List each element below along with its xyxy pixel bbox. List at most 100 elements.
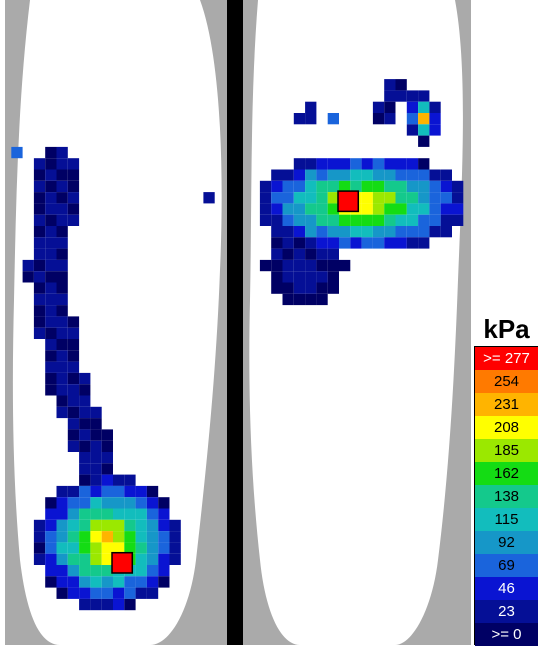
pressure-cell bbox=[67, 542, 80, 554]
pressure-cell bbox=[45, 180, 57, 193]
pressure-cell bbox=[90, 463, 102, 475]
pressure-cell bbox=[135, 497, 147, 509]
pressure-cell bbox=[22, 271, 34, 283]
pressure-cell bbox=[452, 214, 464, 226]
pressure-cell bbox=[282, 226, 294, 238]
pressure-cell bbox=[293, 226, 306, 238]
pressure-cell bbox=[418, 135, 430, 147]
pressure-cell bbox=[90, 587, 102, 599]
pressure-cell bbox=[124, 587, 136, 599]
pressure-cell bbox=[67, 180, 80, 193]
pressure-cell bbox=[67, 576, 80, 588]
pressure-cell bbox=[384, 192, 396, 204]
pressure-cell bbox=[406, 192, 419, 204]
pressure-cell bbox=[79, 531, 91, 543]
pressure-legend: >= 277 254 231 208 185 162 138 115 92 69 46 23 >= 0 bbox=[474, 346, 538, 646]
pressure-cell bbox=[90, 519, 102, 532]
pressure-cell bbox=[406, 124, 419, 136]
pressure-cell bbox=[56, 553, 68, 565]
pressure-cell bbox=[384, 214, 396, 226]
pressure-cell bbox=[56, 305, 68, 317]
pressure-cell bbox=[305, 214, 317, 226]
pressure-cell bbox=[259, 259, 272, 272]
pressure-cell bbox=[90, 406, 102, 419]
pressure-cell bbox=[56, 226, 68, 238]
pressure-cell bbox=[293, 214, 306, 226]
pressure-cell bbox=[67, 587, 80, 599]
pressure-cell bbox=[316, 169, 328, 181]
pressure-cell bbox=[56, 542, 68, 554]
pressure-cell bbox=[395, 169, 407, 181]
pressure-cell bbox=[11, 146, 23, 159]
pressure-cell bbox=[90, 531, 102, 543]
pressure-cell bbox=[440, 214, 452, 226]
pressure-cell bbox=[305, 158, 317, 170]
pressure-cell bbox=[113, 474, 125, 486]
pressure-cell bbox=[79, 474, 91, 486]
pressure-cell bbox=[282, 271, 294, 283]
pressure-cell bbox=[339, 214, 351, 226]
pressure-cell bbox=[316, 214, 328, 226]
pressure-cell bbox=[45, 169, 57, 181]
pressure-cell bbox=[101, 474, 113, 486]
pressure-cell bbox=[45, 350, 57, 362]
pressure-cell bbox=[418, 158, 430, 170]
pressure-cell bbox=[158, 576, 170, 588]
pressure-cell bbox=[259, 180, 272, 193]
pressure-cell bbox=[56, 406, 68, 419]
pressure-cell bbox=[158, 565, 170, 577]
pressure-cell bbox=[316, 226, 328, 238]
pressure-cell bbox=[56, 384, 68, 396]
pressure-cell bbox=[45, 293, 57, 306]
pressure-cell bbox=[372, 158, 385, 170]
pressure-cell bbox=[90, 452, 102, 464]
pressure-cell bbox=[372, 192, 385, 204]
pressure-cell bbox=[452, 203, 464, 215]
pressure-cell bbox=[67, 531, 80, 543]
pressure-cell bbox=[293, 203, 306, 215]
pressure-cell bbox=[90, 429, 102, 441]
pressure-cell bbox=[429, 101, 441, 113]
pressure-cell bbox=[56, 146, 68, 159]
pressure-cell bbox=[56, 372, 68, 385]
legend-bin: 115 bbox=[475, 508, 538, 531]
center-divider bbox=[227, 0, 243, 645]
pressure-cell bbox=[45, 372, 57, 385]
pressure-cell bbox=[395, 158, 407, 170]
pressure-cell bbox=[45, 553, 57, 565]
pressure-cell bbox=[282, 259, 294, 272]
pressure-cell bbox=[79, 508, 91, 520]
pressure-cell bbox=[56, 180, 68, 193]
pressure-cell bbox=[316, 237, 328, 249]
pressure-cell bbox=[316, 282, 328, 294]
pressure-cell bbox=[384, 101, 396, 113]
pressure-cell bbox=[305, 192, 317, 204]
pressure-cell bbox=[124, 474, 136, 486]
pressure-cell bbox=[33, 282, 46, 294]
pressure-cell bbox=[79, 440, 91, 452]
pressure-cell bbox=[135, 565, 147, 577]
pressure-cell bbox=[271, 203, 283, 215]
pressure-cell bbox=[79, 576, 91, 588]
pressure-cell bbox=[56, 203, 68, 215]
pressure-cell bbox=[203, 192, 215, 204]
pressure-cell bbox=[135, 576, 147, 588]
pressure-cell bbox=[124, 519, 136, 532]
pressure-cell bbox=[259, 203, 272, 215]
pressure-cell bbox=[384, 79, 396, 91]
pressure-cell bbox=[56, 361, 68, 373]
pressure-cell bbox=[384, 169, 396, 181]
pressure-cell bbox=[90, 598, 102, 611]
legend-bin: 92 bbox=[475, 531, 538, 554]
pressure-cell bbox=[327, 203, 339, 215]
pressure-cell bbox=[361, 192, 373, 204]
pressure-cell bbox=[384, 180, 396, 193]
pressure-cell bbox=[135, 553, 147, 565]
pressure-cell bbox=[339, 226, 351, 238]
pressure-cell bbox=[33, 203, 46, 215]
pressure-cell bbox=[135, 519, 147, 532]
pressure-cell bbox=[124, 576, 136, 588]
pressure-cell bbox=[316, 158, 328, 170]
pressure-cell bbox=[418, 124, 430, 136]
pressure-cell bbox=[305, 203, 317, 215]
